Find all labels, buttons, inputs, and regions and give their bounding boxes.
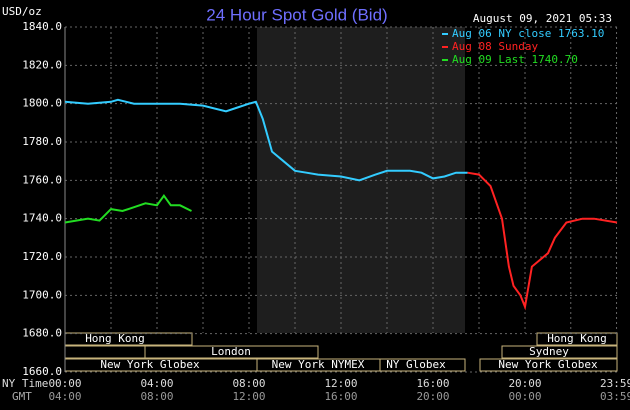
- session-box: [144, 345, 319, 359]
- y-tick-label: 1780.0: [22, 135, 62, 148]
- session-box: [536, 332, 618, 346]
- x-tick-label: 12:00: [324, 377, 357, 390]
- y-tick-label: 1800.0: [22, 97, 62, 110]
- y-tick-label: 1700.0: [22, 288, 62, 301]
- x-tick-label: 00:00: [48, 377, 81, 390]
- y-tick-label: 1840.0: [22, 20, 62, 33]
- x2-axis-label: GMT: [12, 390, 32, 403]
- series-line: [64, 193, 192, 224]
- series-line: [467, 171, 618, 311]
- series-line: [64, 98, 468, 182]
- y-tick-label: 1680.0: [22, 327, 62, 340]
- session-label: NY Globex: [386, 358, 446, 371]
- x2-tick-label: 16:00: [324, 390, 357, 403]
- legend-label: Aug 06 NY close 1763.10: [452, 27, 604, 40]
- x2-tick-label: 08:00: [140, 390, 173, 403]
- y-tick-label: 1820.0: [22, 58, 62, 71]
- x-tick-label: 04:00: [140, 377, 173, 390]
- x2-tick-label: 12:00: [232, 390, 265, 403]
- x-axis-label: NY Time: [2, 377, 48, 390]
- y-tick-label: 1660.0: [22, 365, 62, 378]
- y-tick-label: 1720.0: [22, 250, 62, 263]
- x2-tick-label: 00:00: [508, 390, 541, 403]
- session-box: [501, 345, 618, 359]
- y-unit-label: USD/oz: [2, 5, 42, 18]
- y-tick-label: 1760.0: [22, 173, 62, 186]
- x-tick-label: 23:59: [600, 377, 630, 390]
- session-box: [379, 358, 466, 372]
- session-label: Hong Kong: [85, 332, 145, 345]
- legend-label: Aug 08 Sunday: [452, 40, 538, 53]
- session-label: New York Globex: [100, 358, 200, 371]
- legend-label: Aug 09 Last 1740.70: [452, 53, 578, 66]
- x2-tick-label: 03:59: [600, 390, 630, 403]
- session-label: New York NYMEX: [272, 358, 365, 371]
- session-label: New York Globex: [498, 358, 598, 371]
- y-tick-label: 1740.0: [22, 212, 62, 225]
- session-box: [479, 358, 618, 372]
- x2-tick-label: 20:00: [416, 390, 449, 403]
- session-label: Sydney: [529, 345, 569, 358]
- session-label: Hong Kong: [547, 332, 607, 345]
- chart-title: 24 Hour Spot Gold (Bid): [206, 5, 387, 24]
- x-tick-label: 20:00: [508, 377, 541, 390]
- x2-tick-label: 04:00: [48, 390, 81, 403]
- timestamp: August 09, 2021 05:33: [473, 12, 612, 25]
- session-label: London: [211, 345, 251, 358]
- x-tick-label: 08:00: [232, 377, 265, 390]
- x-tick-label: 16:00: [416, 377, 449, 390]
- session-box: [64, 345, 146, 359]
